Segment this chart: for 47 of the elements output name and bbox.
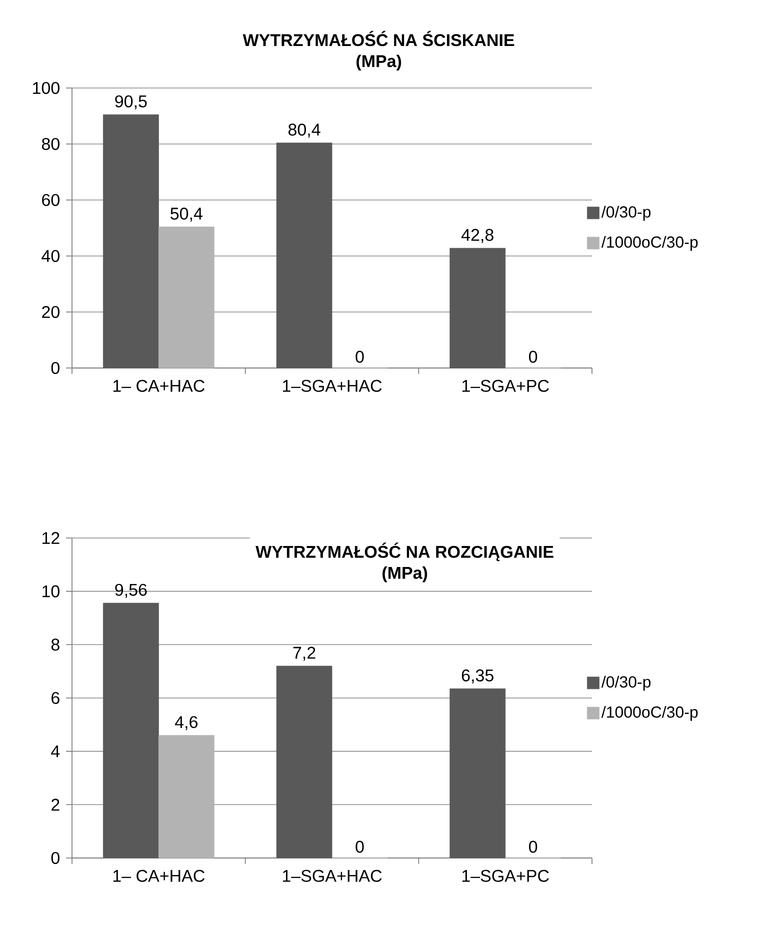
bar	[450, 248, 506, 368]
data-label: 50,4	[170, 208, 202, 222]
data-label: 0	[356, 840, 364, 853]
bar	[103, 114, 159, 368]
y-tick-label: 60	[42, 194, 60, 206]
bar	[276, 142, 332, 368]
chart-title: WYTRZYMAŁOŚĆ NA ŚCISKANIE	[242, 30, 514, 46]
text: (MPa)	[382, 566, 428, 582]
y-tick-label: 40	[42, 250, 60, 262]
data-label: 4,6	[174, 716, 198, 730]
data-label: 90,5	[115, 95, 147, 110]
legend-label: /1000oC/30-p	[601, 706, 698, 721]
y-tick-label: 2	[52, 798, 60, 811]
x-tick-label: 1– CA+HAC	[113, 380, 205, 392]
data-label: 0	[528, 840, 538, 853]
y-tick-label: 80	[42, 138, 60, 150]
x-tick-label: 1–SGA+HAC	[282, 870, 382, 882]
chart-subtitle: (MPa)	[356, 54, 402, 71]
y-tick-label: 20	[42, 306, 60, 318]
y-tick-label: 0	[51, 362, 60, 374]
data-label: 0	[528, 350, 538, 363]
y-tick-label: 10	[42, 585, 60, 598]
bar	[450, 688, 506, 858]
x-tick-label: 1–SGA+HAC	[282, 380, 382, 392]
legend-label: /1000oC/30-p	[601, 236, 698, 251]
bar	[103, 602, 159, 858]
bar	[158, 226, 214, 368]
x-tick-label: 1– CA+HAC	[113, 870, 205, 882]
y-tick-label: 0	[51, 852, 60, 864]
data-label: 7,2	[293, 646, 316, 661]
data-label: 42,8	[461, 228, 494, 243]
data-label: 9,56	[115, 584, 147, 598]
bar	[158, 735, 214, 858]
y-tick-label: 12	[42, 532, 60, 544]
chart-title: WYTRZYMAŁOŚĆ NA ROZCIĄGANIE	[256, 542, 554, 562]
bar	[276, 666, 332, 858]
legend-label: /0/30-p	[601, 206, 651, 221]
legend-label: /0/30-p	[601, 676, 651, 691]
x-tick-label: 1–SGA+PC	[462, 380, 549, 392]
y-tick-label: 4	[51, 745, 60, 758]
x-tick-label: 1–SGA+PC	[462, 870, 549, 882]
y-tick-label: 8	[51, 638, 60, 651]
data-label: 0	[356, 350, 364, 363]
data-label: 80,4	[288, 124, 320, 138]
y-tick-label: 100	[33, 82, 60, 94]
data-label: 6,35	[462, 669, 494, 684]
y-tick-label: 6	[52, 692, 60, 704]
